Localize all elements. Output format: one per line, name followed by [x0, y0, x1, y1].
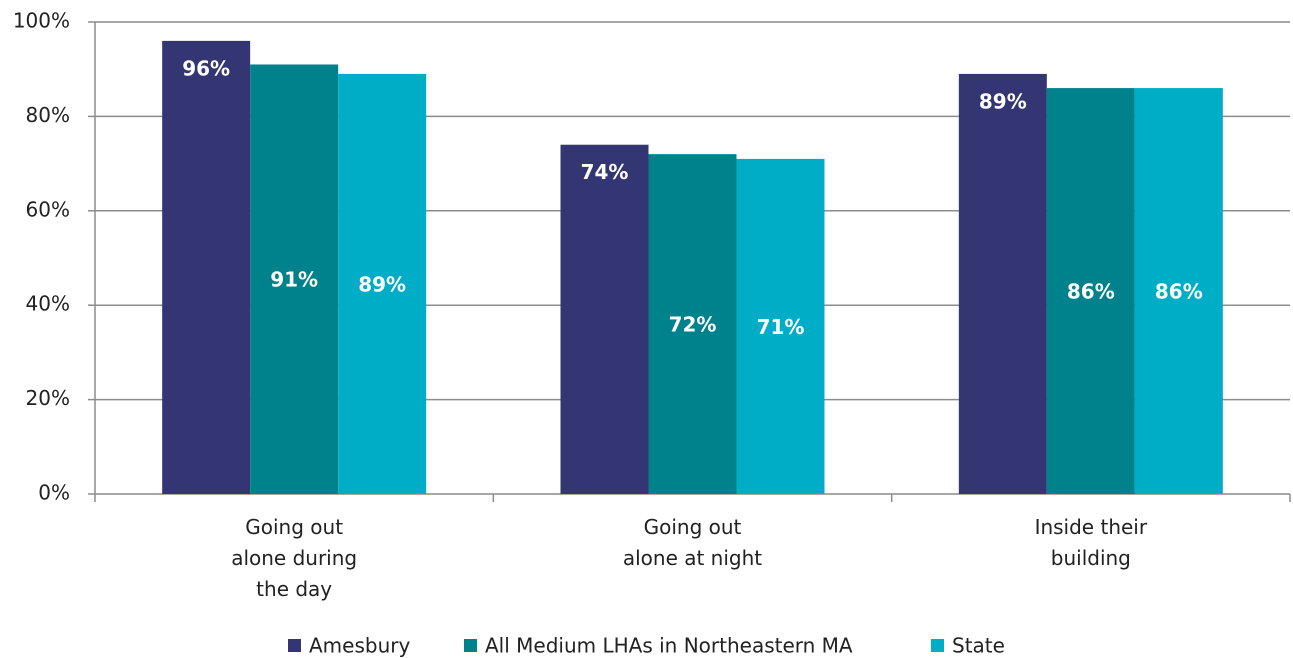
- bar: [1134, 88, 1223, 494]
- legend-label: All Medium LHAs in Northeastern MA: [485, 634, 853, 658]
- bar: [250, 64, 339, 494]
- value-label: 89%: [358, 272, 406, 296]
- value-label: 89%: [979, 89, 1027, 113]
- x-tick-label: Going out alone at night: [623, 515, 762, 570]
- y-tick-label: 60%: [26, 197, 70, 221]
- bar: [648, 154, 737, 494]
- y-tick-label: 40%: [26, 292, 70, 316]
- bar: [1046, 88, 1135, 494]
- value-label: 71%: [757, 315, 805, 339]
- x-tick-label: Going out alone during the day: [231, 515, 357, 601]
- y-tick-label: 100%: [13, 9, 70, 33]
- bar: [338, 73, 427, 495]
- y-tick-label: 80%: [26, 103, 70, 127]
- value-label: 91%: [270, 268, 318, 292]
- bar: [560, 144, 649, 494]
- bar: [958, 73, 1047, 495]
- legend-swatch: [931, 639, 944, 652]
- bar: [736, 158, 825, 494]
- value-label: 74%: [581, 160, 629, 184]
- value-label: 96%: [182, 56, 230, 80]
- x-tick-label: Inside their building: [1035, 515, 1148, 570]
- legend-label: State: [952, 634, 1005, 658]
- y-tick-label: 20%: [26, 386, 70, 410]
- value-label: 72%: [669, 313, 717, 337]
- value-label: 86%: [1155, 280, 1203, 304]
- legend-label: Amesbury: [309, 634, 410, 658]
- legend-swatch: [464, 639, 477, 652]
- value-label: 86%: [1067, 280, 1115, 304]
- legend-swatch: [288, 639, 301, 652]
- bar: [162, 40, 251, 494]
- y-tick-label: 0%: [38, 481, 70, 505]
